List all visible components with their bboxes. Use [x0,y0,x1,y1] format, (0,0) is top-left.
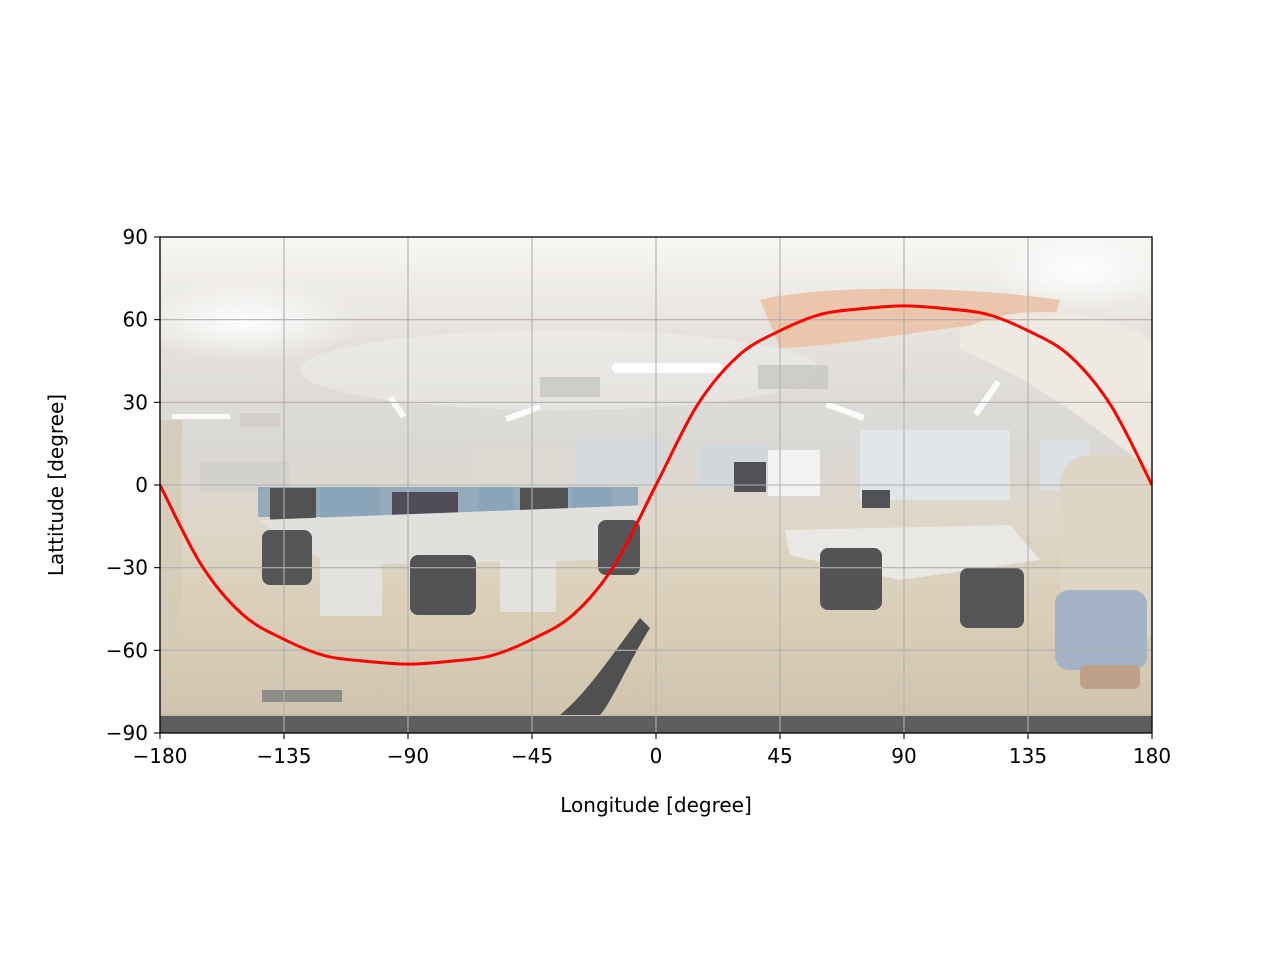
x-tick-label: −135 [257,744,312,768]
x-tick-label: 180 [1133,744,1171,768]
y-tick-label: 30 [123,390,148,414]
x-axis-label: Longitude [degree] [560,793,752,817]
x-tick-label: 90 [891,744,916,768]
y-tick-label: 0 [135,473,148,497]
x-tick-label: −180 [133,744,188,768]
y-tick-label: −90 [106,721,148,745]
x-tick-label: −45 [511,744,553,768]
y-tick-label: 60 [123,308,148,332]
y-axis-ticks: −90 −60 −30 0 30 60 90 [106,225,160,745]
x-axis-ticks: −180 −135 −90 −45 0 45 90 135 180 [133,733,1171,768]
y-tick-label: 90 [123,225,148,249]
x-tick-label: 135 [1009,744,1047,768]
x-tick-label: 45 [767,744,792,768]
y-axis-label: Lattitude [degree] [44,394,68,576]
series-layer [160,304,1152,666]
panorama-background [160,237,1152,733]
series-line [160,304,1152,666]
y-tick-label: −60 [106,638,148,662]
x-tick-label: −90 [387,744,429,768]
y-tick-label: −30 [106,556,148,580]
x-tick-label: 0 [650,744,663,768]
